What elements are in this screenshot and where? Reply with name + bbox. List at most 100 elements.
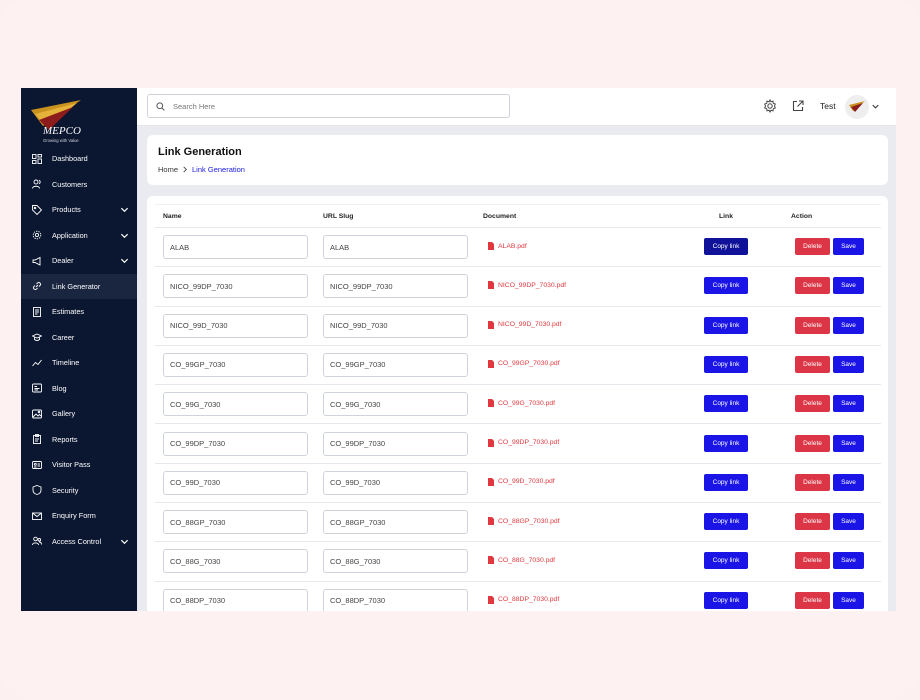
- document-link[interactable]: CO_99DP_7030.pdf: [488, 438, 559, 447]
- sidebar-item-gallery[interactable]: Gallery: [21, 401, 137, 427]
- slug-input[interactable]: CO_99G_7030: [323, 392, 468, 417]
- save-button[interactable]: Save: [833, 238, 864, 255]
- name-input[interactable]: CO_88DP_7030: [163, 588, 308, 611]
- image-icon: [31, 408, 42, 419]
- pdf-file-icon: [488, 281, 494, 290]
- search-input[interactable]: [173, 101, 473, 111]
- sidebar-item-timeline[interactable]: Timeline: [21, 350, 137, 376]
- slug-input[interactable]: CO_99DP_7030: [323, 431, 468, 456]
- sidebar-item-label: Visitor Pass: [52, 460, 91, 470]
- breadcrumb-home[interactable]: Home: [158, 165, 179, 174]
- name-input[interactable]: NICO_99D_7030: [163, 313, 308, 338]
- save-button[interactable]: Save: [833, 552, 864, 570]
- sidebar-item-access-control[interactable]: Access Control: [21, 529, 137, 555]
- sidebar-item-visitor-pass[interactable]: Visitor Pass: [21, 452, 137, 478]
- chevron-down-icon[interactable]: [120, 537, 129, 546]
- sidebar-item-label: Enquiry Form: [52, 511, 96, 521]
- chevron-down-icon[interactable]: [120, 205, 129, 214]
- sidebar-item-enquiry-form[interactable]: Enquiry Form: [21, 503, 137, 529]
- table-row: CO_88GP_7030 CO_88GP_7030 CO_88GP_7030.pdf…: [155, 503, 881, 543]
- sidebar-item-application[interactable]: Application: [21, 223, 137, 249]
- delete-button[interactable]: Delete: [795, 434, 830, 452]
- name-input[interactable]: CO_88GP_7030: [163, 510, 308, 535]
- sidebar-item-reports[interactable]: Reports: [21, 427, 137, 453]
- delete-button[interactable]: Delete: [795, 513, 830, 531]
- sidebar-item-dashboard[interactable]: Dashboard: [21, 146, 137, 172]
- document-link[interactable]: ALAB.pdf: [488, 242, 527, 250]
- slug-input[interactable]: CO_88GP_7030: [323, 510, 468, 535]
- breadcrumb: Home Link Generation: [158, 165, 245, 174]
- gear-icon[interactable]: [763, 99, 777, 113]
- copy-link-button[interactable]: Copy link: [704, 238, 748, 255]
- sidebar-item-link-generator[interactable]: Link Generator: [21, 273, 137, 299]
- document-link[interactable]: CO_99D_7030.pdf: [488, 477, 555, 486]
- name-input[interactable]: CO_99GP_7030: [163, 352, 308, 377]
- copy-link-button[interactable]: Copy link: [704, 513, 748, 531]
- copy-link-button[interactable]: Copy link: [704, 316, 748, 334]
- document-name: CO_99D_7030.pdf: [498, 478, 555, 486]
- name-input[interactable]: ALAB: [163, 235, 308, 259]
- sidebar-item-customers[interactable]: Customers: [21, 172, 137, 198]
- copy-link-button[interactable]: Copy link: [704, 591, 748, 609]
- copy-link-button[interactable]: Copy link: [704, 552, 748, 570]
- document-link[interactable]: CO_99G_7030.pdf: [488, 399, 555, 408]
- gear-icon: [31, 230, 42, 241]
- delete-button[interactable]: Delete: [795, 591, 830, 609]
- copy-link-button[interactable]: Copy link: [704, 434, 748, 452]
- delete-button[interactable]: Delete: [795, 277, 830, 295]
- copy-link-button[interactable]: Copy link: [704, 277, 748, 295]
- save-button[interactable]: Save: [833, 473, 864, 491]
- document-link[interactable]: CO_88GP_7030.pdf: [488, 517, 560, 526]
- avatar[interactable]: [845, 95, 869, 119]
- slug-input[interactable]: CO_88DP_7030: [323, 588, 468, 611]
- external-link-icon[interactable]: [791, 99, 805, 113]
- sidebar-item-estimates[interactable]: Estimates: [21, 299, 137, 325]
- slug-input[interactable]: ALAB: [323, 235, 468, 259]
- name-input[interactable]: CO_88G_7030: [163, 549, 308, 574]
- delete-button[interactable]: Delete: [795, 238, 830, 255]
- delete-button[interactable]: Delete: [795, 552, 830, 570]
- sidebar-item-products[interactable]: Products: [21, 197, 137, 223]
- delete-button[interactable]: Delete: [795, 316, 830, 334]
- slug-input[interactable]: NICO_99DP_7030: [323, 274, 468, 299]
- delete-button[interactable]: Delete: [795, 395, 830, 413]
- brand-logo[interactable]: MEPCO Growing with Value: [29, 98, 109, 148]
- document-link[interactable]: NICO_99D_7030.pdf: [488, 320, 561, 329]
- chevron-down-icon[interactable]: [871, 102, 880, 111]
- document-link[interactable]: CO_99GP_7030.pdf: [488, 359, 560, 368]
- delete-button[interactable]: Delete: [795, 355, 830, 373]
- save-button[interactable]: Save: [833, 355, 864, 373]
- table-row: NICO_99D_7030 NICO_99D_7030 NICO_99D_7030.…: [155, 307, 881, 346]
- slug-input[interactable]: CO_88G_7030: [323, 549, 468, 574]
- save-button[interactable]: Save: [833, 395, 864, 413]
- name-input[interactable]: CO_99G_7030: [163, 392, 308, 417]
- slug-input[interactable]: NICO_99D_7030: [323, 313, 468, 338]
- sidebar-item-dealer[interactable]: Dealer: [21, 248, 137, 274]
- copy-link-button[interactable]: Copy link: [704, 355, 748, 373]
- name-input[interactable]: CO_99DP_7030: [163, 431, 308, 456]
- save-button[interactable]: Save: [833, 277, 864, 295]
- user-name[interactable]: Test: [820, 101, 836, 111]
- sidebar-item-blog[interactable]: Blog: [21, 376, 137, 402]
- sidebar-item-label: Dealer: [52, 256, 74, 266]
- chevron-down-icon[interactable]: [120, 231, 129, 240]
- search-box[interactable]: [147, 94, 510, 118]
- slug-input[interactable]: CO_99GP_7030: [323, 352, 468, 377]
- sidebar-item-security[interactable]: Security: [21, 478, 137, 504]
- slug-input[interactable]: CO_99D_7030: [323, 470, 468, 495]
- save-button[interactable]: Save: [833, 591, 864, 609]
- name-input[interactable]: CO_99D_7030: [163, 470, 308, 495]
- copy-link-button[interactable]: Copy link: [704, 473, 748, 491]
- chevron-down-icon[interactable]: [120, 256, 129, 265]
- pdf-file-icon: [488, 320, 494, 329]
- copy-link-button[interactable]: Copy link: [704, 395, 748, 413]
- save-button[interactable]: Save: [833, 434, 864, 452]
- document-link[interactable]: NICO_99DP_7030.pdf: [488, 281, 566, 290]
- document-link[interactable]: CO_88G_7030.pdf: [488, 556, 555, 565]
- sidebar-item-career[interactable]: Career: [21, 325, 137, 351]
- save-button[interactable]: Save: [833, 316, 864, 334]
- save-button[interactable]: Save: [833, 513, 864, 531]
- name-input[interactable]: NICO_99DP_7030: [163, 274, 308, 299]
- delete-button[interactable]: Delete: [795, 473, 830, 491]
- document-link[interactable]: CO_88DP_7030.pdf: [488, 595, 559, 604]
